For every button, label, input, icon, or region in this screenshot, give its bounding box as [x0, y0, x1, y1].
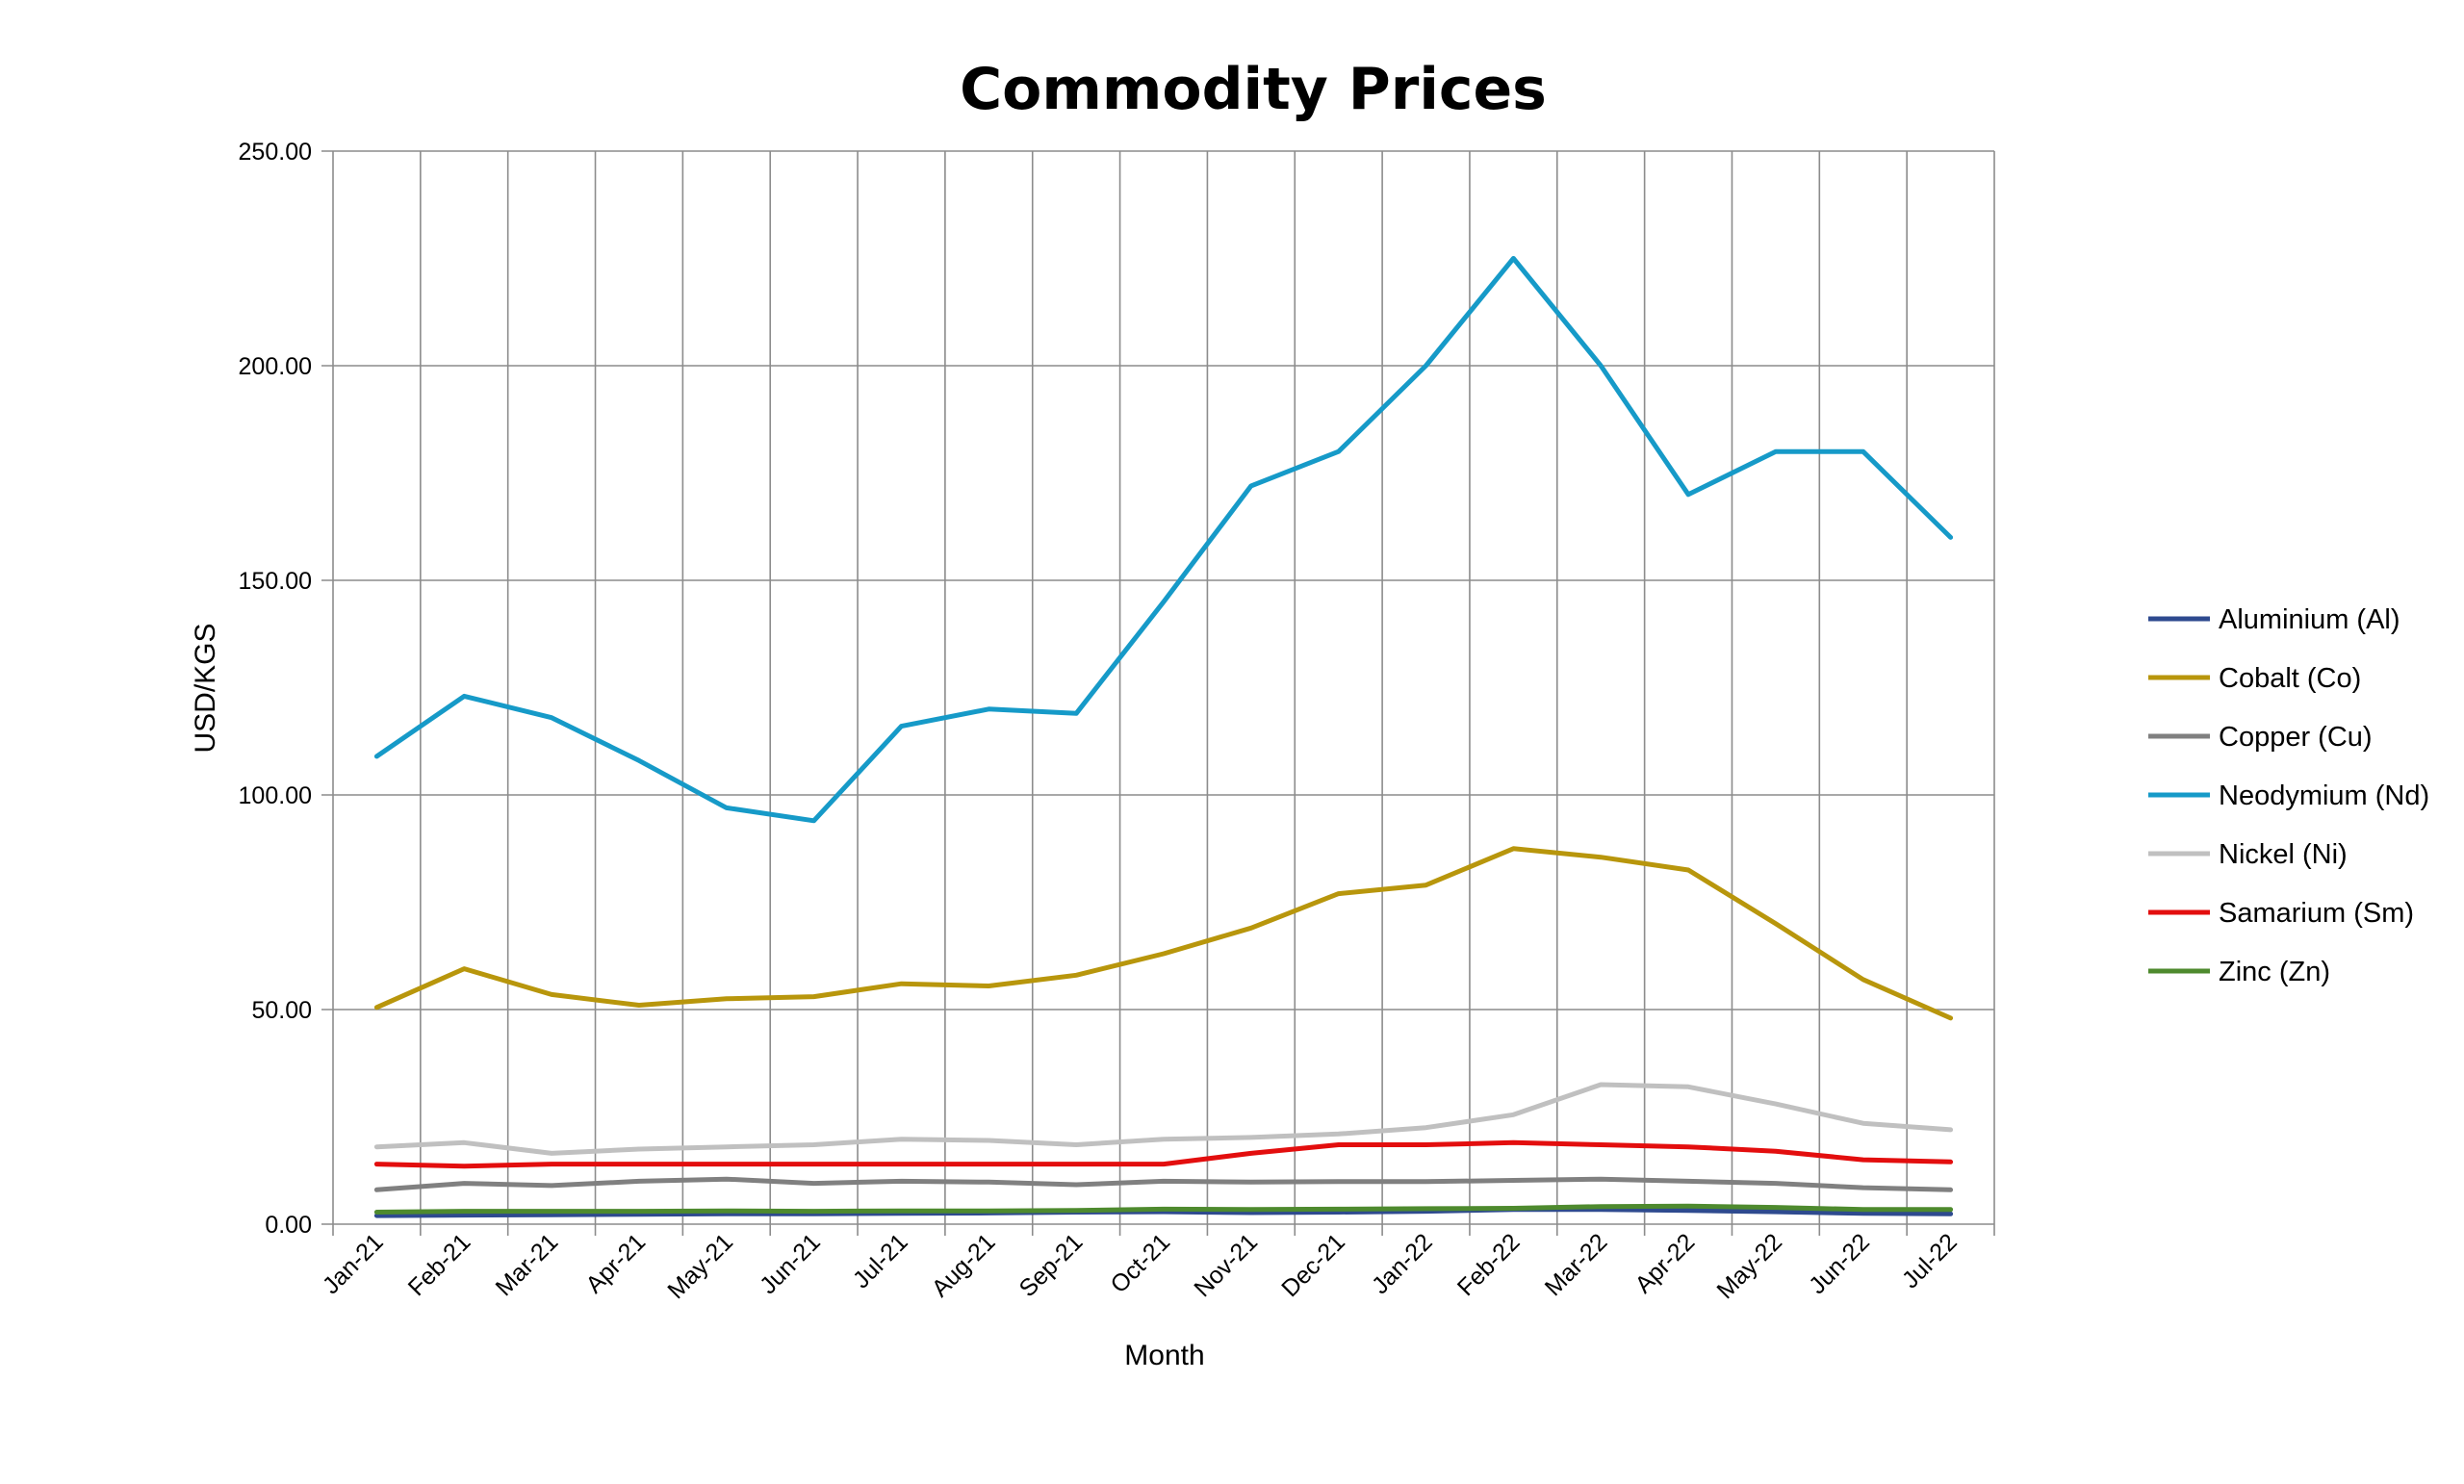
x-tick-label: Apr-21 — [580, 1228, 651, 1298]
x-tick-label: Dec-21 — [1276, 1228, 1350, 1302]
y-axis-label: USD/KGS — [190, 623, 221, 753]
x-tick-label: Jul-21 — [848, 1228, 913, 1293]
legend-label: Copper (Cu) — [2219, 722, 2373, 753]
series-line — [373, 256, 1954, 824]
grid — [321, 150, 1995, 1225]
x-tick-label: May-21 — [662, 1228, 738, 1304]
y-tick-label: 0.00 — [265, 1212, 312, 1239]
x-tick-label: Feb-22 — [1452, 1228, 1526, 1301]
y-tick-label: 150.00 — [239, 568, 312, 595]
x-tick-label: Jan-21 — [318, 1228, 389, 1299]
x-tick-label: Mar-22 — [1540, 1228, 1613, 1301]
y-tick-label: 50.00 — [251, 997, 312, 1024]
legend-label: Zinc (Zn) — [2219, 957, 2330, 987]
legend: Aluminium (Al) Cobalt (Co) Copper (Cu) Neod… — [2148, 604, 2429, 987]
x-tick-label: Apr-22 — [1630, 1228, 1700, 1298]
legend-label: Neodymium (Nd) — [2219, 780, 2429, 811]
x-tick-label: Mar-21 — [491, 1228, 564, 1301]
x-tick-label: Aug-21 — [927, 1228, 1001, 1302]
x-tick-label: Jun-21 — [755, 1228, 826, 1299]
legend-label: Cobalt (Co) — [2219, 663, 2361, 694]
x-tick-label: Jun-22 — [1804, 1228, 1875, 1299]
series-line — [373, 846, 1954, 1021]
y-tick-label: 100.00 — [239, 782, 312, 809]
x-tick-label: Jul-22 — [1897, 1228, 1963, 1293]
x-tick-label: Jan-22 — [1367, 1228, 1438, 1299]
x-axis-label: Month — [1124, 1340, 1204, 1371]
x-tick-label: Feb-21 — [403, 1228, 476, 1301]
series-line — [373, 1207, 1954, 1218]
x-tick-label: Oct-21 — [1105, 1228, 1175, 1298]
series-line — [373, 1082, 1954, 1156]
chart-title: Commodity Prices — [960, 56, 1547, 123]
series-line — [373, 1176, 1954, 1192]
series-line — [373, 1203, 1954, 1215]
x-tick-label: Nov-21 — [1189, 1228, 1263, 1302]
legend-label: Nickel (Ni) — [2219, 839, 2348, 870]
x-tick-label: Sep-21 — [1014, 1228, 1089, 1302]
x-tick-label: May-22 — [1711, 1228, 1787, 1304]
series-line — [373, 1139, 1954, 1169]
y-tick-label: 200.00 — [239, 353, 312, 380]
y-tick-label: 250.00 — [239, 139, 312, 166]
legend-label: Samarium (Sm) — [2219, 898, 2414, 929]
legend-label: Aluminium (Al) — [2219, 604, 2400, 635]
plot-area — [373, 256, 1954, 1218]
